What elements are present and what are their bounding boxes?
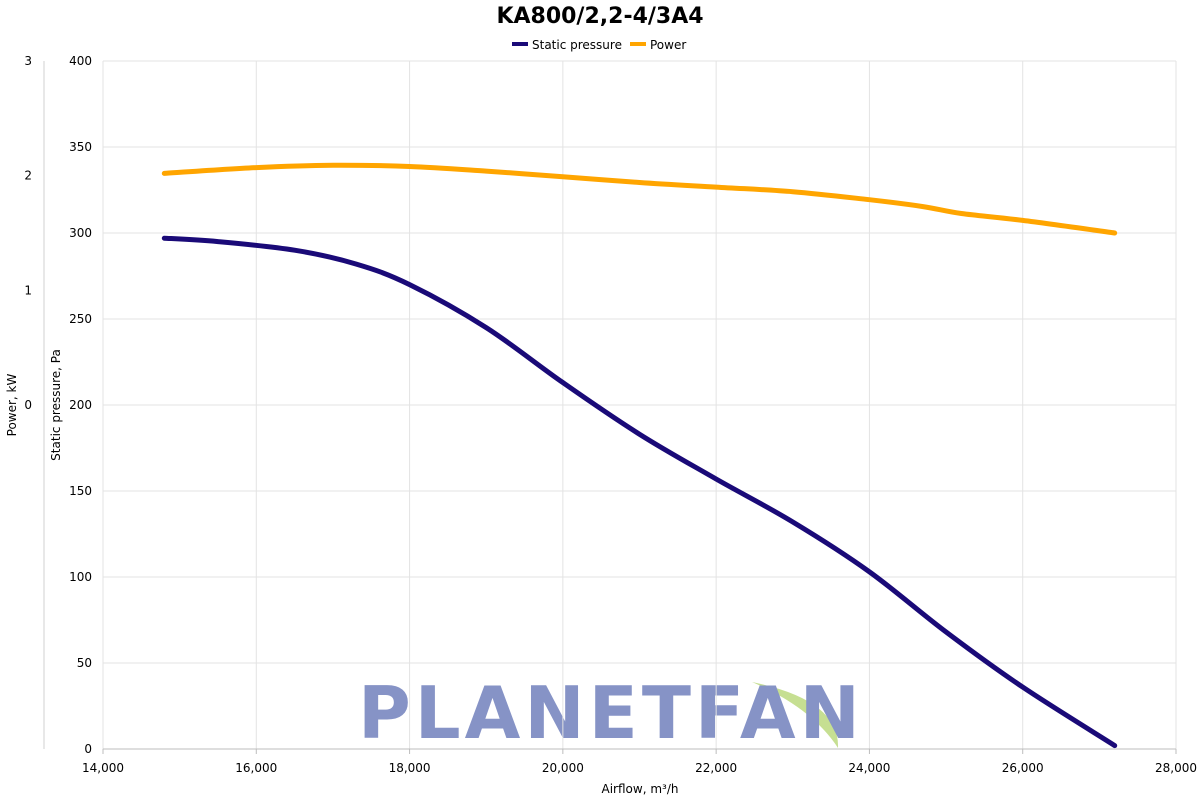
legend-label-static-pressure: Static pressure <box>532 38 622 52</box>
y-tick-label-4: 200 <box>69 398 92 412</box>
x-tick-label-0: 14,000 <box>82 761 124 775</box>
power-axis-label: Power, kW <box>5 374 19 437</box>
x-axis-label: Airflow, m³/h <box>602 782 679 796</box>
series-line-power <box>161 162 1118 236</box>
series-lines <box>161 162 1118 749</box>
power-tick-label-0: 0 <box>24 398 32 412</box>
legend-label-power: Power <box>650 38 686 52</box>
x-tick-label-5: 24,000 <box>848 761 890 775</box>
legend: Static pressure Power <box>512 38 686 52</box>
x-tick-label-2: 18,000 <box>389 761 431 775</box>
y-tick-label-7: 350 <box>69 140 92 154</box>
y-tick-label-6: 300 <box>69 226 92 240</box>
power-tick-label-1: 1 <box>24 283 32 297</box>
y-tick-label-2: 100 <box>69 570 92 584</box>
y-axis-label: Static pressure, Pa <box>49 349 63 461</box>
watermark-leaf <box>752 682 839 748</box>
power-tick-label-3: 3 <box>24 54 32 68</box>
series-line-static-pressure <box>161 235 1118 749</box>
watermark-text: PLANETFAN <box>358 671 864 755</box>
chart-title: KA800/2,2-4/3A4 <box>496 4 703 29</box>
x-axis-ticks: 14,000 16,000 18,000 20,000 22,000 24,000 26,0… <box>82 749 1197 775</box>
x-tick-label-1: 16,000 <box>235 761 277 775</box>
planetfan-watermark-logo: PLANETFAN <box>358 671 864 755</box>
y-tick-label-1: 50 <box>77 656 92 670</box>
x-tick-label-6: 26,000 <box>1002 761 1044 775</box>
y-tick-label-5: 250 <box>69 312 92 326</box>
y-axis-ticks: 0 50 100 150 200 250 300 350 400 <box>69 54 92 756</box>
x-tick-label-3: 20,000 <box>542 761 584 775</box>
y-tick-label-3: 150 <box>69 484 92 498</box>
y-tick-label-8: 400 <box>69 54 92 68</box>
x-tick-label-4: 22,000 <box>695 761 737 775</box>
x-tick-label-7: 28,000 <box>1155 761 1197 775</box>
power-axis-ticks: 0 1 2 3 <box>24 54 32 412</box>
power-tick-label-2: 2 <box>24 169 32 183</box>
grid-lines <box>102 60 1177 750</box>
y-tick-label-0: 0 <box>84 742 92 756</box>
